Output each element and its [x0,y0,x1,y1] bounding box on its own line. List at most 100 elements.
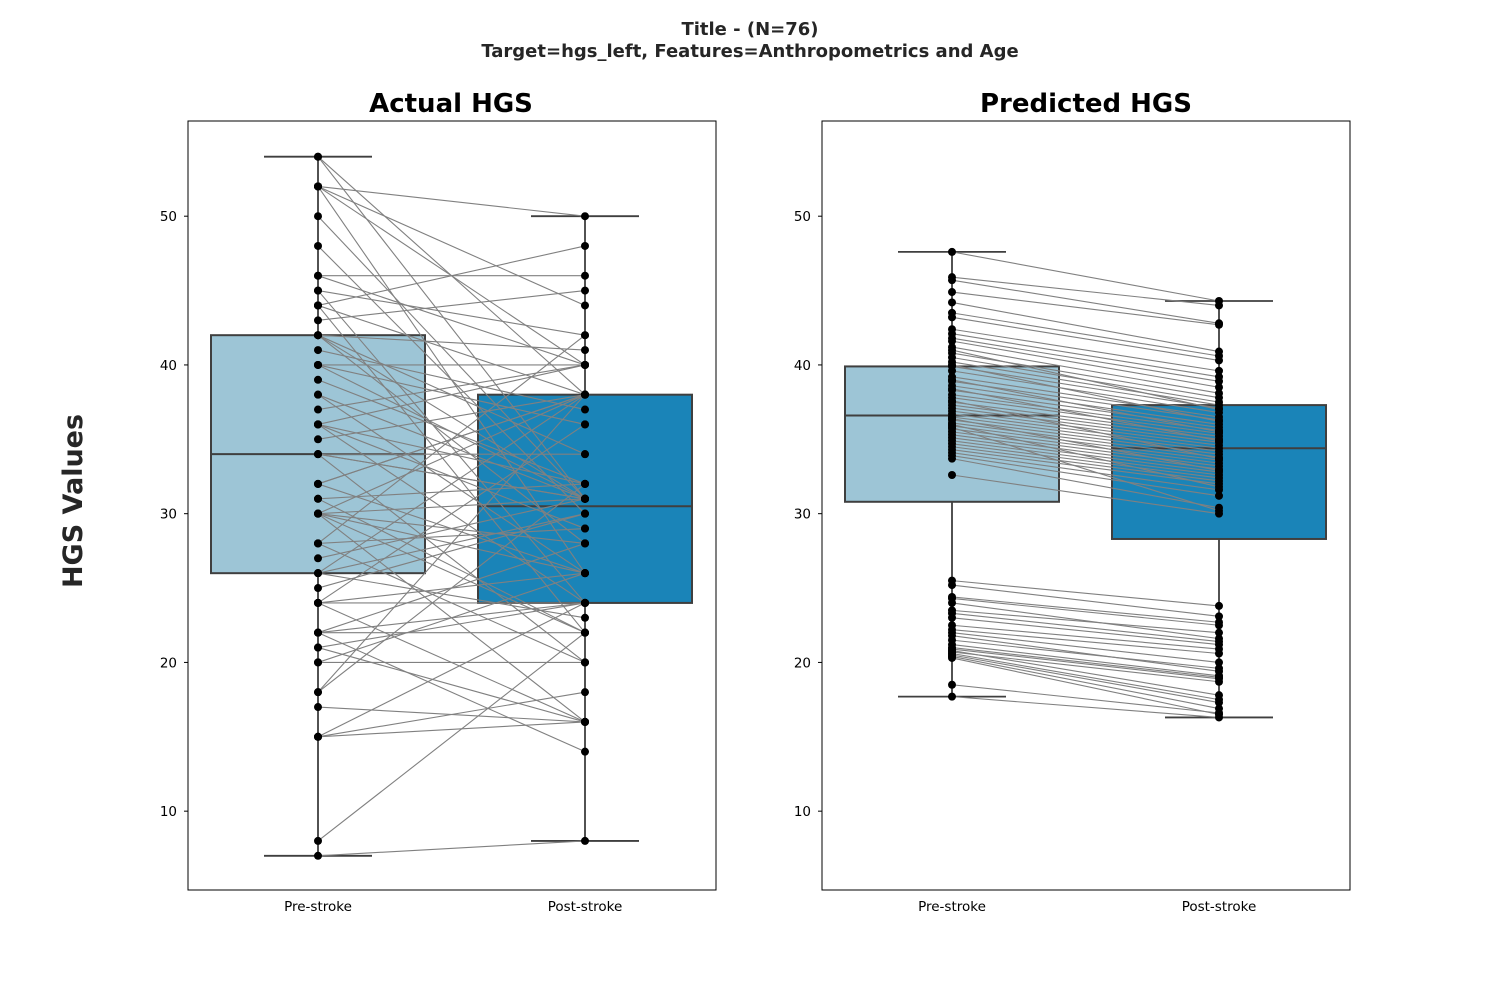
pair-line [317,275,586,366]
panel-title-predicted: Predicted HGS [980,89,1192,119]
pair-line [951,452,1220,491]
point-post [581,360,589,369]
point-pre [314,405,322,414]
point-post [1215,612,1223,621]
pair-line [951,434,1220,470]
point-post [581,494,589,503]
point-pre [314,569,322,578]
pair-line [951,647,1220,678]
point-post [581,479,589,488]
pair-line [951,410,1220,446]
point-post [1215,356,1223,365]
pair-line [951,426,1220,512]
point-pre [314,346,322,355]
pair-line [317,394,586,574]
point-post [1215,436,1223,445]
pair-line [951,580,1220,607]
point-post [581,420,589,429]
pair-line [951,340,1220,388]
point-pre [314,182,322,191]
pair-line [951,443,1220,479]
pair-line [951,652,1220,701]
pair-line [951,337,1220,382]
pair-line [317,290,586,336]
point-pre [314,152,322,161]
pair-line [951,632,1220,663]
point-pre [314,435,322,444]
pair-line [951,431,1220,467]
point-pre [948,247,956,256]
pair-line [317,364,586,500]
pair-line [951,397,1220,434]
point-post [1215,320,1223,329]
pair-line [951,394,1220,431]
pair-line [317,185,586,217]
point-post [1215,466,1223,475]
pair-line [317,304,586,396]
point-pre [314,420,322,429]
point-pre [314,851,322,860]
pair-line [951,365,1220,409]
pair-line [951,597,1220,626]
pair-line [951,301,1220,353]
pair-line [951,417,1220,472]
point-pre [948,581,956,590]
point-pre [948,423,956,432]
point-pre [948,471,956,480]
point-post [581,613,589,622]
point-pre [948,414,956,423]
point-pre [948,288,956,297]
pair-line [951,654,1220,704]
point-post [581,405,589,414]
x-tick-label-post: Post-stroke [1182,899,1257,915]
point-pre [314,286,322,295]
pair-line [951,644,1220,677]
y-tick-label: 30 [794,507,811,523]
point-pre [948,366,956,375]
point-post [1215,698,1223,707]
suptitle-line2: Target=hgs_left, Features=Anthropometric… [481,41,1018,62]
pair-line [951,423,1220,488]
pair-line [951,400,1220,460]
pair-line [951,346,1220,394]
pair-lines-actual [317,156,586,857]
point-post [581,212,589,221]
pair-line [317,498,586,559]
pair-line [317,498,586,515]
pair-line [951,316,1220,362]
point-pre [948,298,956,307]
point-post [1215,454,1223,463]
pair-line [951,389,1220,428]
point-pre [314,241,322,250]
pair-line [317,364,586,425]
pair-line [951,361,1220,406]
pair-line [951,612,1220,643]
point-pre [948,346,956,355]
suptitle-line1: Title - (N=76) [681,19,818,40]
point-post [581,628,589,637]
point-pre [948,680,956,689]
pair-line [317,691,586,738]
panel-actual-hgs: Actual HGS 10 20 30 40 50 Pre-stroke Post-st… [160,89,717,915]
point-pre [314,598,322,607]
point-pre [948,276,956,285]
point-pre [314,450,322,459]
pair-line [951,413,1220,449]
pair-line [951,449,1220,485]
point-pre [314,509,322,518]
pair-line [951,328,1220,372]
pair-line [317,364,586,411]
point-post [581,286,589,295]
point-pre [948,454,956,463]
point-post [1215,482,1223,491]
point-post [1215,710,1223,719]
point-post [581,271,589,280]
pair-line [951,649,1220,696]
point-pre [948,396,956,405]
point-post [581,539,589,548]
pair-line [317,394,586,500]
point-pre [314,301,322,310]
point-pre [948,606,956,615]
pair-line [951,596,1220,623]
point-pre [948,384,956,393]
